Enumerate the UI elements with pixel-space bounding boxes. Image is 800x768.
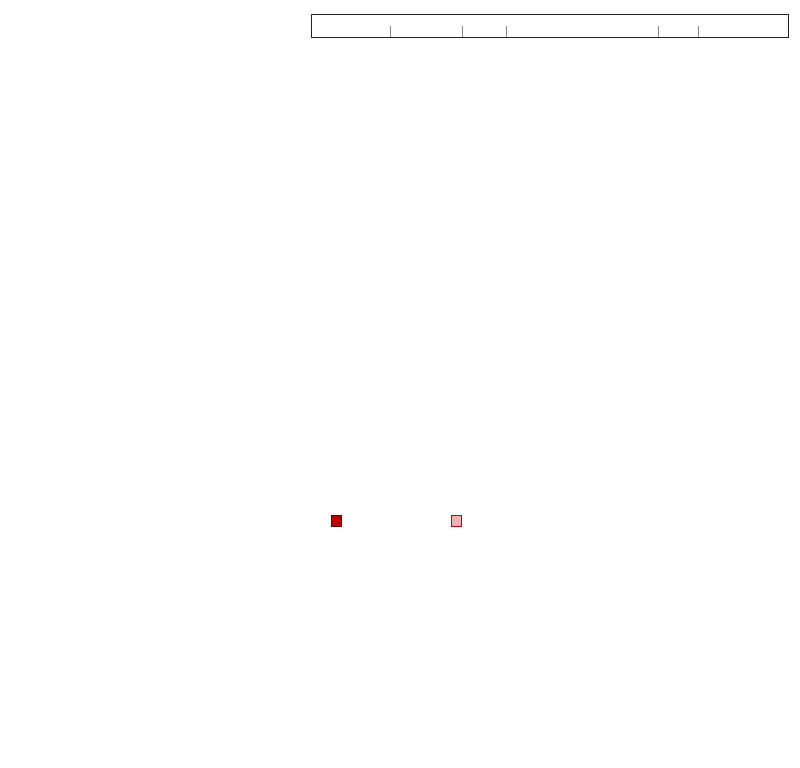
co-channel-legend bbox=[331, 515, 347, 527]
true-azimuth-column-header bbox=[698, 26, 736, 37]
channel-group-header bbox=[390, 15, 462, 26]
band-chart bbox=[0, 616, 800, 768]
signal-group-header bbox=[506, 15, 658, 26]
search-criteria bbox=[58, 360, 248, 382]
virtual-channel-column-header bbox=[416, 26, 462, 37]
callsign-column-header bbox=[324, 26, 390, 37]
warn-column-header bbox=[312, 26, 324, 37]
co-channel-warning-icon bbox=[331, 515, 342, 527]
dist-group-header bbox=[658, 15, 698, 26]
polar-plot bbox=[2, 78, 302, 346]
real-channel-column-header bbox=[390, 26, 416, 37]
warning-legend bbox=[311, 515, 793, 527]
path-column-header bbox=[612, 26, 658, 37]
adjacent-channel-warning-icon bbox=[451, 515, 462, 527]
nm-db-column-header bbox=[506, 26, 552, 37]
header-spacer bbox=[312, 15, 390, 26]
magnetic-azimuth-column-header bbox=[736, 26, 786, 37]
pwr-dbm-column-header bbox=[552, 26, 612, 37]
table-header-columns bbox=[312, 26, 788, 37]
miles-column-header bbox=[658, 26, 698, 37]
azimuth-group-header bbox=[698, 15, 786, 26]
signal-table bbox=[311, 14, 789, 38]
table-header-groups bbox=[312, 15, 788, 26]
header-spacer bbox=[462, 15, 506, 26]
network-column-header bbox=[462, 26, 506, 37]
tvfool-report bbox=[0, 0, 800, 768]
adjacent-channel-legend bbox=[451, 515, 467, 527]
